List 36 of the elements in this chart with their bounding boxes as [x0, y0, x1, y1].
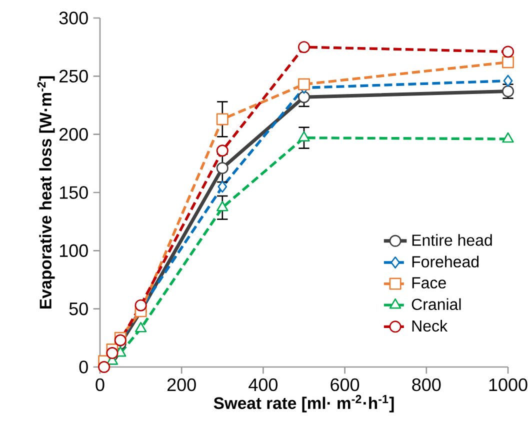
- x-tick-label: 800: [412, 378, 441, 392]
- y-tick-label: 100: [60, 244, 88, 258]
- y-axis-title: Evaporative heat loss [W·m$^{-2}$]: [37, 76, 55, 309]
- y-tick-label: 300: [59, 12, 88, 24]
- legend-label: Neck: [412, 320, 448, 332]
- point: [298, 78, 310, 90]
- point: [98, 360, 110, 374]
- x-tick-label: 0: [96, 378, 104, 392]
- point: [134, 299, 147, 312]
- point: [502, 132, 514, 143]
- point: [298, 41, 310, 54]
- point: [298, 131, 310, 142]
- x-tick-label: 400: [248, 378, 278, 392]
- x-tick-label: 200: [167, 378, 196, 392]
- y-tick-label: 50: [69, 302, 88, 316]
- point: [503, 74, 513, 87]
- point: [216, 162, 228, 174]
- point: [216, 144, 228, 157]
- x-tick-label: 1000: [489, 378, 528, 392]
- point: [298, 91, 310, 104]
- legend-label: Face: [412, 277, 446, 288]
- legend-label: Forehead: [412, 256, 479, 268]
- point: [502, 56, 514, 68]
- legend-label: Entire head: [412, 234, 492, 246]
- point: [218, 180, 228, 193]
- point: [216, 113, 228, 126]
- y-tick-label: 150: [60, 186, 88, 199]
- y-tick-label: 250: [59, 70, 88, 83]
- point: [502, 46, 514, 58]
- legend-label: Cranial: [412, 298, 461, 310]
- x-axis-title: Sweat rate [ml· m$^{-2}$·h$^{-1}$]: [214, 394, 394, 412]
- y-tick-label: 0: [79, 360, 88, 374]
- point: [134, 322, 147, 332]
- y-tick-label: 200: [59, 128, 88, 141]
- point: [216, 200, 228, 212]
- x-tick-label: 600: [330, 378, 360, 392]
